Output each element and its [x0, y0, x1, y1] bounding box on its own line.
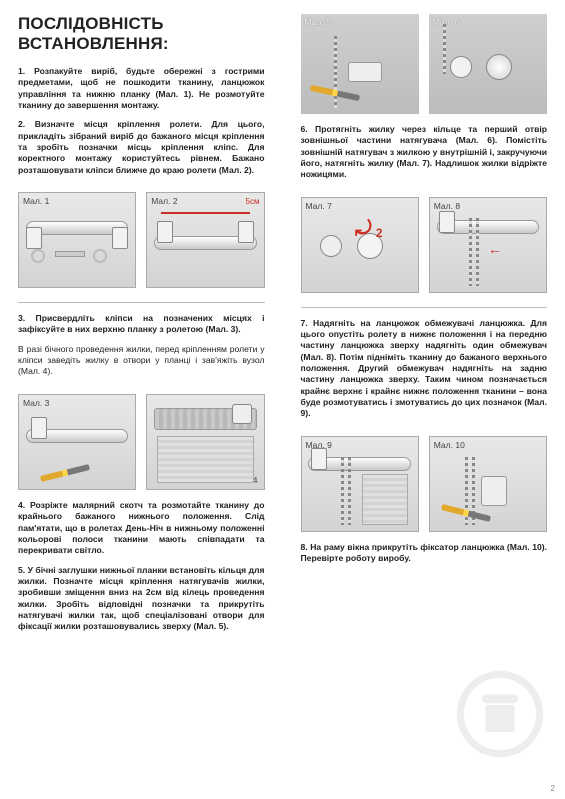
left-column: ПОСЛІДОВНІСТЬ ВСТАНОВЛЕННЯ: 1. Розпакуйт…: [0, 0, 283, 799]
figure-9: Мал. 9: [301, 436, 419, 532]
page-title: ПОСЛІДОВНІСТЬ ВСТАНОВЛЕННЯ:: [18, 14, 265, 54]
fig-row-7-8: Мал. 7 ⤾ 2 Мал. 8 ←: [301, 197, 548, 293]
figure-2-label: Мал. 2: [151, 196, 177, 206]
right-column: Мал. 5 Мал. 6 6. Протягніть жилку через …: [283, 0, 565, 799]
figure-7: Мал. 7 ⤾ 2: [301, 197, 419, 293]
figure-5-label: Мал. 5: [305, 17, 331, 27]
figure-8: Мал. 8 ←: [429, 197, 547, 293]
fig-row-1-2: Мал. 1 Мал. 2 5см: [18, 192, 265, 288]
step-2: 2. Визначте місця кріплення ролети. Для …: [18, 119, 265, 176]
figure-4: Мал. 4: [146, 394, 264, 490]
figure-3: Мал. 3: [18, 394, 136, 490]
step-3b: В разі бічного проведення жилки, перед к…: [18, 344, 265, 378]
figure-5: Мал. 5: [301, 14, 419, 114]
figure-8-label: Мал. 8: [434, 201, 460, 211]
fig-row-9-10: Мал. 9 Мал. 10: [301, 436, 548, 532]
step-4: 4. Розріжте малярний скотч та розмотайте…: [18, 500, 265, 557]
figure-1-label: Мал. 1: [23, 196, 49, 206]
figure-6: Мал. 6: [429, 14, 547, 114]
figure-3-label: Мал. 3: [23, 398, 49, 408]
figure-2: Мал. 2 5см: [146, 192, 264, 288]
fig-row-5-6: Мал. 5 Мал. 6: [301, 14, 548, 114]
figure-1: Мал. 1: [18, 192, 136, 288]
figure-10: Мал. 10: [429, 436, 547, 532]
figure-7-label: Мал. 7: [306, 201, 332, 211]
step-3a: 3. Присвердліть кліпси на позначених міс…: [18, 313, 265, 336]
arrow-label-2: 2: [376, 226, 383, 240]
step-6: 6. Протягніть жилку через кільце та перш…: [301, 124, 548, 181]
instruction-page: ПОСЛІДОВНІСТЬ ВСТАНОВЛЕННЯ: 1. Розпакуйт…: [0, 0, 565, 799]
step-8: 8. На раму вікна прикрутіть фіксатор лан…: [301, 542, 548, 565]
step-5: 5. У бічні заглушки нижньої планки встан…: [18, 565, 265, 633]
step-7: 7. Надягніть на ланцюжок обмежувачі ланц…: [301, 318, 548, 420]
dimension-5cm: 5см: [246, 197, 260, 206]
figure-10-label: Мал. 10: [434, 440, 465, 450]
fig-row-3-4: Мал. 3 Мал. 4: [18, 394, 265, 490]
page-number: 2: [551, 784, 555, 793]
step-1: 1. Розпакуйте виріб, будьте обережні з г…: [18, 66, 265, 111]
